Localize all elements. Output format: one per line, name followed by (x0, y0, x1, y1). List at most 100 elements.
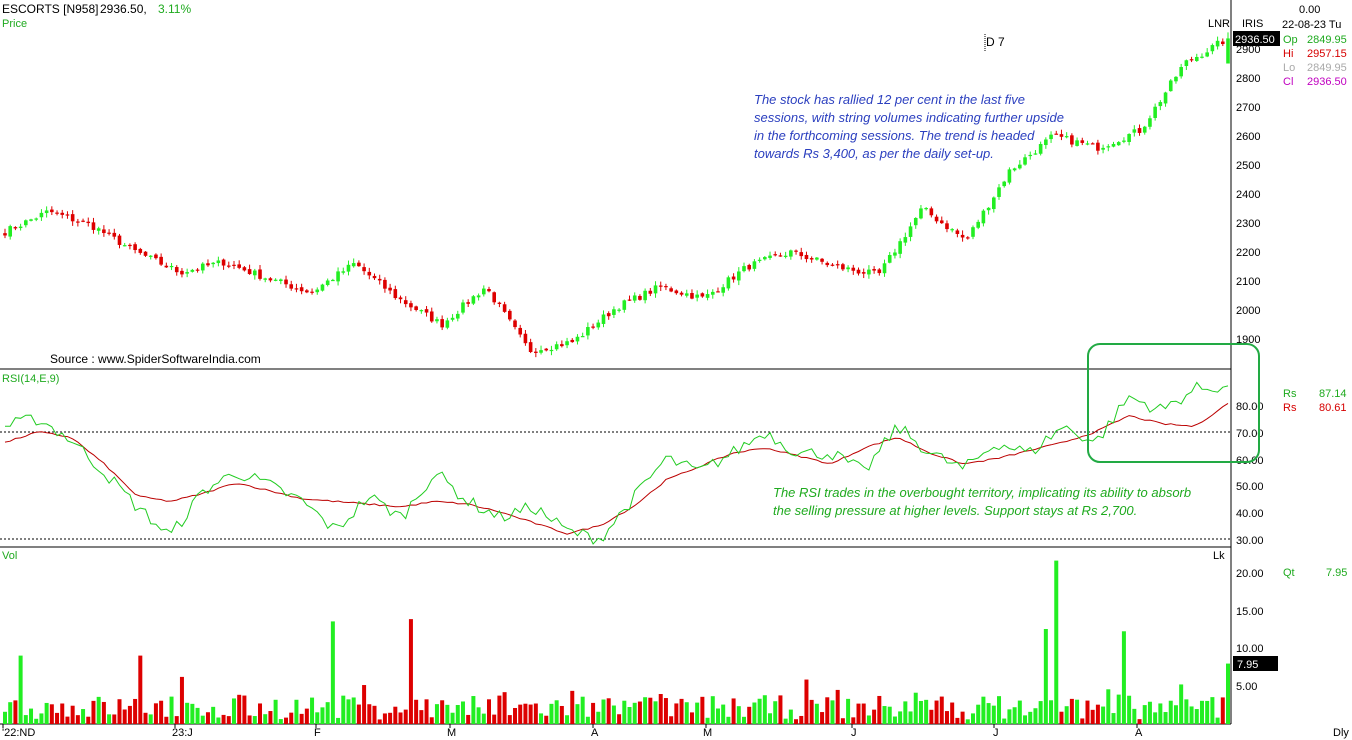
volume-bar (1064, 706, 1069, 724)
vol-tick: 10.00 (1236, 643, 1264, 655)
volume-bar (1121, 631, 1126, 724)
candle-body (1226, 38, 1230, 64)
candle-body (190, 269, 195, 272)
candle-body (258, 269, 262, 279)
volume-bar (320, 707, 325, 724)
volume-bar (1106, 689, 1111, 724)
volume-bar (49, 704, 54, 724)
candle-body (34, 218, 39, 220)
volume-bar (939, 696, 944, 724)
volume-bar (1007, 709, 1012, 724)
volume-bar (86, 716, 91, 724)
volume-bar (726, 716, 731, 724)
candle-body (674, 290, 679, 294)
price-axis: 2900 2800 2700 2600 2500 2400 2300 2200 … (1236, 44, 1260, 346)
volume-bar (960, 711, 965, 724)
candle-body (247, 269, 252, 275)
candle-body (424, 309, 429, 313)
candle-body (174, 267, 179, 273)
volume-bar (1101, 706, 1106, 724)
volume-bar (565, 715, 570, 724)
candle-body (695, 294, 699, 298)
volume-bar (8, 702, 13, 724)
candle-body (913, 218, 918, 226)
volume-bar (840, 718, 845, 724)
candle-body (508, 310, 512, 320)
time-label: F (314, 727, 321, 739)
candle-body (565, 341, 569, 346)
volume-bar (752, 702, 757, 724)
volume-bar (1054, 560, 1059, 724)
candle-body (945, 223, 949, 230)
candle-body (867, 269, 871, 275)
candle-body (128, 244, 132, 247)
volume-bar (55, 712, 60, 724)
candle-body (435, 319, 439, 322)
volume-bar (367, 704, 372, 724)
volume-bar (559, 705, 564, 724)
candle-body (206, 263, 210, 266)
volume-bar (1215, 717, 1220, 724)
volume-bar (299, 713, 304, 724)
volume-bar (1194, 709, 1199, 724)
candle-body (773, 254, 778, 256)
volume-bar (476, 707, 481, 724)
volume-bar (617, 714, 622, 724)
rsi-note-line: the selling pressure at higher levels. S… (773, 503, 1137, 518)
volume-bar (1158, 703, 1163, 724)
time-label: M (447, 727, 456, 739)
vol-axis: 20.00 15.00 10.00 5.00 (1236, 568, 1264, 693)
lnr-label: LNR (1208, 18, 1230, 30)
candle-body (102, 229, 106, 234)
candle-body (1163, 92, 1168, 104)
volume-bar (341, 695, 346, 724)
candle-body (1210, 45, 1215, 52)
candle-body (331, 279, 335, 282)
date-readout: 22-08-23 Tu (1282, 19, 1341, 31)
volume-bar (268, 711, 273, 724)
volume-bar (1179, 684, 1184, 724)
volume-bar (403, 709, 408, 724)
candle-body (794, 250, 798, 252)
volume-bar (518, 704, 523, 724)
volume-bar (179, 676, 184, 724)
volume-bar (112, 714, 117, 724)
volume-bar (81, 709, 86, 724)
candle-body (835, 264, 840, 266)
candle-body (638, 295, 642, 300)
candle-body (981, 210, 986, 224)
candle-body (502, 304, 507, 312)
volume-bar (981, 696, 986, 724)
volume-bar (835, 689, 840, 724)
volume-bar (934, 700, 939, 724)
candle-body (336, 271, 340, 282)
candle-body (664, 286, 668, 288)
volume-bar (304, 708, 309, 724)
candle-body (185, 272, 189, 274)
candle-body (950, 229, 954, 231)
candle-body (24, 220, 28, 226)
candle-body (586, 327, 590, 336)
last-price: 2936.50, (100, 2, 147, 16)
candle-body (1137, 128, 1142, 133)
volume-bar (705, 717, 710, 724)
volume-bar (1095, 704, 1100, 724)
candle-body (643, 290, 647, 301)
candle-body (1111, 143, 1116, 147)
candle-body (148, 255, 153, 257)
candle-body (986, 207, 991, 211)
candle-body (596, 322, 601, 328)
candle-body (684, 293, 689, 296)
volume-bar (96, 696, 101, 724)
candle-body (534, 351, 538, 353)
candle-body (403, 300, 408, 305)
volume-bar (747, 706, 752, 724)
volume-bar (143, 712, 148, 724)
candle-body (55, 212, 59, 214)
volume-bar (169, 696, 174, 724)
volume-bar (91, 700, 96, 724)
volume-bar (955, 717, 960, 724)
volume-bar (1038, 701, 1043, 724)
time-label: '22:ND (2, 727, 35, 739)
